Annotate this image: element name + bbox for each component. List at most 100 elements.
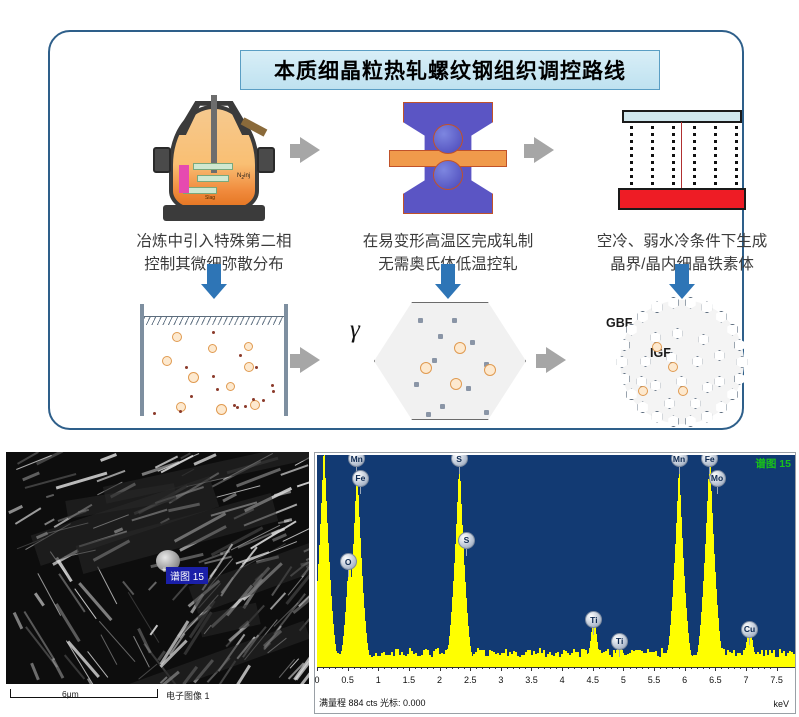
spectrum-peak (326, 522, 328, 667)
spectrum-peak (711, 512, 713, 667)
spectrum-background (603, 652, 605, 667)
spectrum-peak (446, 651, 448, 667)
spectrum-peak (700, 624, 702, 667)
gamma-phase-label: γ (350, 316, 360, 343)
grain-boundary-ferrite (701, 301, 713, 314)
sem-electron-image: + 谱图 15 6μm 电子图像 1 (6, 452, 309, 714)
spectrum-background (337, 652, 339, 667)
x-axis-tick-label: 2.5 (463, 675, 477, 685)
nucleation-particle (668, 362, 678, 372)
spectrum-peak (749, 622, 751, 667)
spectrum-background (757, 652, 759, 667)
spectrum-background (369, 654, 371, 667)
microstructure-lath (23, 611, 56, 662)
x-axis-minor-tick (721, 667, 723, 669)
spectrum-peak (743, 655, 745, 667)
spectrum-background (485, 655, 487, 667)
spectrum-background (773, 650, 775, 667)
grain-boundary-ferrite (626, 323, 637, 336)
micro-dot (243, 405, 247, 409)
grain-boundary-ferrite (616, 356, 628, 368)
x-axis-minor-tick (372, 667, 374, 669)
x-axis-tick-label: 1.5 (402, 675, 416, 685)
grain-dot (470, 340, 475, 345)
spectrum-peak (614, 655, 616, 667)
x-axis-tick-label: 0 (314, 675, 320, 685)
spectrum-background (431, 656, 433, 667)
spectrum-background (651, 651, 653, 667)
spectrum-peak (709, 467, 711, 667)
spectrum-background (439, 654, 441, 667)
intragranular-ferrite (672, 328, 683, 339)
spectrum-peak (622, 650, 624, 667)
x-axis-minor-tick (574, 667, 576, 669)
x-axis-tick (439, 667, 441, 671)
second-phase-particle (226, 382, 235, 391)
spectrum-background (527, 649, 529, 667)
spectrum-background (415, 652, 417, 667)
spectrum-background (339, 654, 341, 667)
flow-arrow-2-head (534, 137, 554, 163)
peak-label-o: O (339, 553, 357, 578)
spectrum-background (585, 649, 587, 667)
spectrum-background (769, 650, 771, 667)
microstructure-lath (21, 471, 39, 481)
x-axis-minor-tick (727, 667, 729, 669)
x-axis-minor-tick (764, 667, 766, 669)
spectrum-background (695, 654, 697, 667)
microstructure-lath (96, 469, 126, 483)
x-axis-minor-tick (427, 667, 429, 669)
spectrum-peak (708, 478, 710, 667)
second-phase-particle (172, 332, 182, 342)
spectrum-background (641, 650, 643, 667)
spectrum-peak (618, 639, 620, 667)
spectrum-background (497, 652, 499, 667)
spectrum-background (601, 652, 603, 667)
spectrum-background (553, 656, 555, 667)
spectrum-peak (336, 654, 338, 667)
x-axis-minor-tick (476, 667, 478, 669)
spectrum-background (393, 656, 395, 667)
spectrum-peak (355, 478, 357, 667)
x-axis-tick (684, 667, 686, 671)
spectrum-peak (467, 625, 469, 667)
flow-arrow-1-head (300, 137, 320, 163)
grain-dot (438, 334, 443, 339)
scale-bar-icon (10, 689, 158, 698)
second-phase-particle (250, 400, 260, 410)
spectrum-peak (319, 524, 321, 667)
spectrum-peak (320, 502, 322, 667)
x-axis-minor-tick (402, 667, 404, 669)
x-axis-minor-tick (556, 667, 557, 669)
spectrum-peak (318, 544, 320, 667)
x-axis-tick (378, 667, 380, 671)
spectrum-background (759, 653, 761, 667)
peak-label-s: S (450, 455, 468, 475)
spectrum-peak (688, 642, 691, 667)
x-axis-minor-tick (770, 667, 772, 669)
spectrum-background (549, 651, 551, 667)
grain-dot (452, 318, 457, 323)
peak-label-fe: Fe (351, 469, 369, 494)
caption-line-1: 在易变形高温区完成轧制 (362, 233, 534, 250)
x-axis-minor-tick (752, 667, 754, 669)
x-axis-minor-tick (568, 667, 570, 669)
spectrum-peak (747, 634, 749, 667)
spectrum-background (555, 652, 557, 667)
microstructure-lath (229, 664, 252, 684)
spectrum-peak (353, 523, 355, 667)
x-axis-tick (408, 667, 410, 671)
spectrum-peak (317, 563, 319, 667)
spectrum-background (419, 656, 421, 667)
spectrum-peak (344, 624, 346, 667)
spectrum-background (443, 653, 445, 667)
spectrum-background (571, 653, 573, 667)
spectrum-peak (715, 589, 717, 667)
spectrum-peak (448, 635, 450, 667)
x-axis-minor-tick (513, 667, 515, 669)
spectrum-background (515, 652, 517, 667)
spectrum-peak (451, 596, 453, 667)
spectrum-peak (752, 646, 754, 667)
spectrum-background (523, 655, 525, 667)
x-axis-minor-tick (617, 667, 619, 669)
